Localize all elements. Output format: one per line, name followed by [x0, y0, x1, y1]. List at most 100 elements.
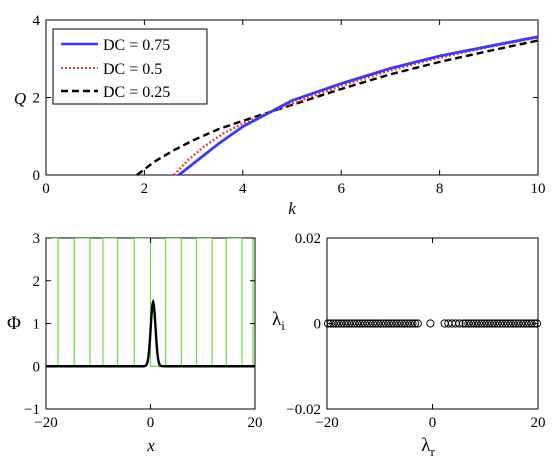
eigenvalue-point [366, 319, 375, 328]
bottom-left-ytick-label: −1 [24, 402, 40, 418]
eigenvalue-point [381, 319, 391, 328]
bottom-right-xtick-label: −20 [315, 415, 338, 431]
bottom-right-xtick-label: 20 [531, 415, 546, 431]
bottom-right-series [323, 319, 542, 328]
eigenvalue-point [326, 319, 335, 328]
soliton-line [46, 298, 255, 368]
top-ytick-label: 2 [33, 91, 41, 107]
top-ylabel: Q [14, 89, 26, 108]
eigenvalue-point [387, 319, 396, 328]
eigenvalue-point [410, 319, 420, 328]
bottom-right-ytick-label: 0.02 [295, 231, 321, 247]
eigenvalue-point [501, 319, 510, 328]
bottom-right-xtick-label: 0 [429, 415, 437, 431]
top-xtick-label: 2 [141, 181, 149, 197]
eigenvalue-point [323, 319, 333, 328]
eigenvalue-point [514, 319, 523, 328]
bottom-left-ytick-label: 3 [33, 231, 41, 247]
eigenvalue-point [352, 319, 362, 328]
legend-label-dc025: DC = 0.25 [103, 84, 170, 101]
eigenvalue-point [532, 319, 542, 328]
eigenvalue-point [408, 319, 417, 328]
eigenvalue-point [517, 319, 526, 328]
bottom-left-xtick-label: 20 [248, 415, 263, 431]
bottom-left-xtick-label: 0 [147, 415, 155, 431]
eigenvalue-point [360, 319, 370, 328]
eigenvalue-point [376, 319, 385, 328]
top-panel-series [136, 35, 539, 177]
eigenvalue-point [461, 319, 470, 328]
eigenvalue-point [482, 319, 491, 328]
eigenvalue-point [524, 319, 534, 328]
eigenvalue-point [511, 319, 520, 328]
eigenvalue-point [403, 319, 412, 328]
eigenvalue-point [337, 319, 346, 328]
eigenvalue-point [331, 319, 341, 328]
eigenvalue-point [469, 319, 478, 328]
series-line-dc-0-75 [177, 35, 539, 177]
eigenvalue-point [464, 319, 473, 328]
eigenvalue-point [490, 319, 499, 328]
eigenvalue-point [339, 319, 348, 328]
eigenvalue-point [480, 319, 489, 328]
eigenvalue-point [495, 319, 505, 328]
bottom-left-ytick-label: 2 [33, 274, 41, 290]
eigenvalue-point [347, 319, 356, 328]
eigenvalue-point [530, 319, 539, 328]
eigenvalue-point [413, 319, 422, 328]
eigenvalue-point [522, 319, 531, 328]
eigenvalue-point [477, 319, 486, 328]
legend-label-dc05: DC = 0.5 [103, 61, 162, 78]
bottom-left-ticks: −20 0 20 −1 0 1 2 3 [24, 231, 262, 431]
bottom-left-xlabel: x [146, 436, 155, 455]
eigenvalue-point [374, 319, 383, 328]
potential-group [46, 238, 255, 368]
eigenvalue-point [466, 319, 476, 328]
eigenvalue-point [405, 319, 414, 328]
bottom-left-panel: −20 0 20 −1 0 1 2 3 x Φ [7, 231, 262, 455]
top-xtick-label: 0 [42, 181, 50, 197]
top-panel: 0 2 4 6 8 10 0 2 4 k Q DC = 0.75 DC = 0.5 DC = 0… [14, 13, 546, 218]
bottom-right-axes-box [326, 237, 539, 410]
bottom-right-ytick-label: 0 [314, 317, 322, 333]
eigenvalue-point [503, 319, 513, 328]
eigenvalue-point [350, 319, 359, 328]
eigenvalue-point [472, 319, 481, 328]
top-xtick-label: 8 [436, 181, 444, 197]
eigenvalue-point [485, 319, 494, 328]
eigenvalue-point [334, 319, 343, 328]
potential-line [46, 238, 255, 367]
eigenvalue-point [426, 319, 435, 328]
eigenvalue-point [392, 319, 401, 328]
bottom-right-panel: −20 0 20 −0.02 0 0.02 λr λi [272, 231, 546, 459]
eigenvalue-point [368, 319, 377, 328]
eigenvalue-point [371, 319, 380, 328]
legend-label-dc075: DC = 0.75 [103, 37, 170, 54]
eigenvalue-point [459, 319, 468, 328]
eigenvalue-point [345, 319, 354, 328]
bottom-right-xlabel: λr [421, 435, 435, 459]
eigenvalue-point [342, 319, 351, 328]
top-ytick-label: 4 [33, 13, 41, 29]
eigenvalue-point [493, 319, 502, 328]
eigenvalue-point [519, 319, 528, 328]
bottom-right-ytick-label: −0.02 [286, 402, 321, 418]
top-legend: DC = 0.75 DC = 0.5 DC = 0.25 [52, 28, 208, 105]
bottom-left-ylabel: Φ [7, 313, 21, 334]
bottom-right-ylabel: λi [272, 309, 285, 333]
eigenvalue-point [527, 319, 536, 328]
eigenvalue-point [384, 319, 393, 328]
bottom-left-xtick-label: −20 [34, 415, 57, 431]
eigenvalue-point [395, 319, 404, 328]
eigenvalue-point [509, 319, 518, 328]
eigenvalue-point [358, 319, 367, 328]
top-xtick-label: 10 [531, 181, 546, 197]
eigenvalue-point [363, 319, 372, 328]
eigenvalue-point [474, 319, 484, 328]
eigenvalue-point [400, 319, 409, 328]
eigenvalue-point [488, 319, 497, 328]
eigenvalue-point [355, 319, 364, 328]
eigenvalue-point [389, 319, 399, 328]
bottom-left-ytick-label: 0 [33, 359, 41, 375]
